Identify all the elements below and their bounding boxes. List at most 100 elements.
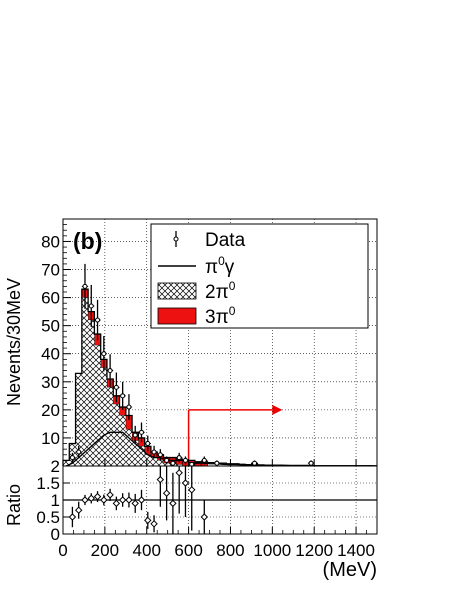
ratio-point bbox=[106, 491, 114, 499]
data-point bbox=[164, 457, 170, 463]
ratio-point bbox=[169, 499, 177, 508]
y-tick-label: 70 bbox=[41, 261, 60, 280]
x-tick-label: 1000 bbox=[253, 541, 291, 560]
ratio-point bbox=[112, 499, 121, 508]
ratio-y-ticks: 00.511.52 bbox=[36, 457, 70, 544]
ratio-point bbox=[181, 479, 190, 487]
legend-label: Data bbox=[205, 230, 246, 251]
two-pi0-bar bbox=[138, 446, 145, 466]
data-point bbox=[120, 393, 126, 399]
data-point bbox=[176, 455, 182, 461]
ratio-tick-label: 2 bbox=[51, 457, 60, 476]
ratio-point bbox=[93, 492, 102, 501]
two-pi0-bar bbox=[163, 463, 170, 466]
ratio-point bbox=[81, 496, 89, 504]
y-tick-label: 80 bbox=[41, 232, 60, 251]
ratio-point bbox=[100, 496, 108, 504]
y-axis-title: Nevents/30MeV bbox=[4, 278, 24, 406]
ratio-point bbox=[156, 475, 165, 484]
data-point bbox=[88, 303, 94, 309]
data-point bbox=[69, 455, 75, 461]
cut-arrow bbox=[187, 404, 283, 466]
data-point bbox=[151, 449, 157, 455]
ratio-tick-label: 1 bbox=[51, 491, 60, 510]
ratio-tick-label: 1.5 bbox=[36, 474, 60, 493]
x-axis-ticks: 0 200 400 600 800 1000 1200 1400 bbox=[58, 459, 375, 560]
ratio-point bbox=[125, 496, 133, 504]
data-point bbox=[76, 449, 82, 455]
two-pi0-bar bbox=[100, 367, 107, 466]
ratio-point bbox=[150, 520, 158, 528]
two-pi0-bar bbox=[144, 454, 151, 466]
data-point bbox=[308, 460, 314, 466]
ratio-point bbox=[87, 494, 95, 503]
x-tick-label: 0 bbox=[58, 541, 67, 560]
data-point bbox=[252, 460, 258, 466]
legend-data-point bbox=[173, 236, 179, 242]
ratio-y-axis-title: Ratio bbox=[4, 484, 24, 526]
ratio-point bbox=[200, 513, 209, 521]
data-point bbox=[113, 384, 119, 390]
legend-red-swatch bbox=[157, 307, 197, 325]
data-point bbox=[132, 432, 138, 438]
x-axis-title: (MeV) bbox=[323, 559, 377, 581]
two-pi0-bar bbox=[75, 373, 82, 466]
data-points bbox=[69, 263, 315, 467]
two-pi0-bar bbox=[94, 345, 101, 466]
ratio-points bbox=[68, 466, 209, 534]
ratio-tick-label: 0.5 bbox=[36, 508, 60, 527]
ratio-point bbox=[162, 489, 171, 497]
data-point bbox=[182, 457, 188, 463]
x-tick-label: 800 bbox=[216, 541, 244, 560]
y-tick-label: 10 bbox=[41, 429, 60, 448]
legend-label: 3π0 bbox=[205, 304, 236, 328]
two-pi0-bar bbox=[176, 464, 183, 466]
two-pi0-bar bbox=[125, 429, 133, 466]
two-pi0-bar bbox=[157, 460, 164, 466]
ratio-point bbox=[74, 506, 83, 514]
data-point bbox=[139, 429, 144, 435]
x-tick-label: 600 bbox=[174, 541, 202, 560]
data-point bbox=[145, 441, 151, 447]
y-tick-label: 50 bbox=[41, 317, 60, 336]
two-pi0-bar bbox=[150, 457, 158, 466]
two-pi0-bar bbox=[81, 297, 89, 466]
ratio-point bbox=[188, 486, 196, 494]
panel-label: (b) bbox=[73, 228, 102, 254]
ratio-point bbox=[118, 496, 127, 504]
data-point bbox=[126, 404, 132, 410]
y-tick-label: 60 bbox=[41, 289, 60, 308]
data-point bbox=[201, 457, 207, 463]
ratio-tick-label: 0 bbox=[51, 525, 60, 544]
two-pi0-bar bbox=[88, 320, 95, 466]
data-point bbox=[95, 317, 101, 323]
x-tick-label: 1200 bbox=[295, 541, 333, 560]
x-tick-label: 1400 bbox=[337, 541, 375, 560]
x-tick-label: 200 bbox=[91, 541, 119, 560]
main-y-ticks: 10 20 30 40 50 60 70 80 bbox=[41, 224, 71, 461]
arrow-head bbox=[272, 404, 283, 415]
y-tick-label: 40 bbox=[41, 345, 60, 364]
data-point bbox=[214, 460, 220, 466]
data-point bbox=[170, 460, 176, 466]
two-pi0-bar bbox=[63, 460, 70, 466]
y-tick-label: 30 bbox=[41, 373, 60, 392]
two-pi0-bar bbox=[132, 440, 139, 466]
legend-hatch-swatch bbox=[157, 282, 197, 300]
data-point bbox=[157, 452, 163, 458]
ratio-point bbox=[131, 499, 139, 508]
ratio-point bbox=[144, 516, 152, 525]
two-pi0-bar bbox=[106, 387, 114, 466]
ratio-point bbox=[137, 496, 146, 504]
two-pi0-bar bbox=[113, 404, 120, 466]
ratio-point bbox=[68, 513, 77, 521]
ratio-point bbox=[175, 469, 183, 477]
data-point bbox=[107, 368, 113, 374]
two-pi0-bar bbox=[119, 415, 126, 466]
x-tick-label: 400 bbox=[133, 541, 161, 560]
legend-label: 2π0 bbox=[205, 279, 236, 303]
data-point bbox=[101, 351, 107, 357]
